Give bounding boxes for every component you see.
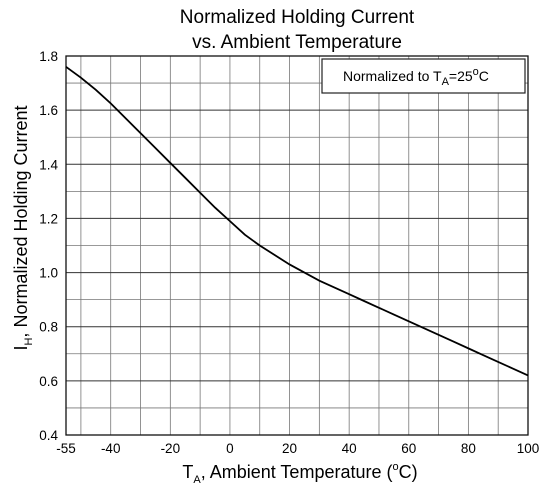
x-axis-label-middle: , Ambient Temperature ( [201, 462, 393, 482]
annotation-subscript: A [442, 76, 450, 88]
x-tick-label: -40 [101, 441, 121, 456]
chart-title-line-2: vs. Ambient Temperature [192, 32, 402, 53]
series-line [65, 66, 529, 377]
y-axis-label: IH, Normalized Holding Current [11, 105, 35, 350]
x-tick-label: 60 [401, 441, 416, 456]
x-tick-label: 40 [342, 441, 357, 456]
y-axis-label-subscript: H [23, 338, 35, 346]
y-axis-label-suffix: , Normalized Holding Current [11, 105, 31, 337]
x-tick-label: 80 [461, 441, 476, 456]
x-axis-label-prefix: T [182, 462, 193, 482]
x-tick-label: -55 [56, 441, 76, 456]
x-tick-label: -20 [161, 441, 181, 456]
y-tick-label: 1.2 [39, 211, 58, 226]
annotation-text: Normalized to TA=25oC [343, 66, 489, 88]
y-tick-labels: 0.4 0.6 0.8 1.0 1.2 1.4 1.6 1.8 [39, 49, 58, 443]
x-axis-label-superscript: o [392, 461, 398, 473]
x-axis-label-suffix: C) [399, 462, 418, 482]
chart-title-line-1: Normalized Holding Current [180, 7, 415, 28]
x-tick-label: 100 [517, 441, 540, 456]
x-tick-label: 0 [226, 441, 234, 456]
x-axis-label-subscript: A [193, 474, 201, 486]
y-tick-label: 1.0 [39, 266, 58, 281]
annotation-box: Normalized to TA=25oC [321, 58, 526, 94]
x-tick-label: 20 [282, 441, 297, 456]
annotation-prefix: Normalized to T [343, 68, 442, 84]
annotation-superscript: o [473, 66, 479, 78]
y-tick-label: 1.8 [39, 49, 58, 64]
annotation-suffix: C [479, 68, 489, 84]
plot-frame [65, 55, 529, 436]
annotation-middle: =25 [449, 68, 473, 84]
x-tick-labels: -55 -40 -20 0 20 40 60 80 100 [56, 441, 539, 456]
y-axis-label-prefix: I [11, 346, 31, 351]
x-axis-label: TA, Ambient Temperature (oC) [182, 461, 417, 486]
y-tick-label: 1.4 [39, 157, 58, 172]
y-tick-label: 0.4 [39, 428, 58, 443]
y-tick-label: 0.6 [39, 374, 58, 389]
y-tick-label: 1.6 [39, 103, 58, 118]
grid [66, 56, 528, 435]
y-tick-label: 0.8 [39, 320, 58, 335]
